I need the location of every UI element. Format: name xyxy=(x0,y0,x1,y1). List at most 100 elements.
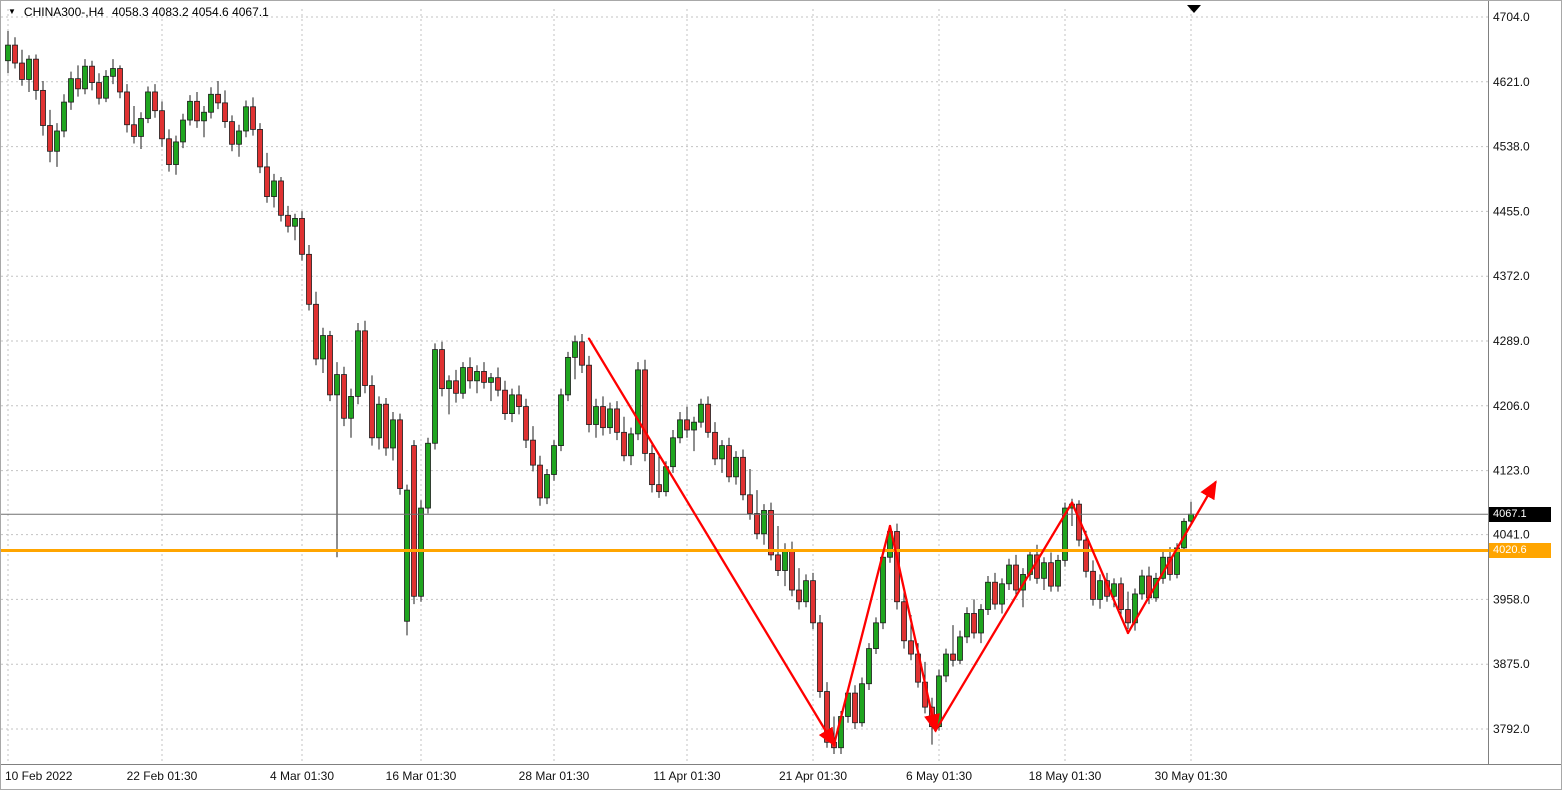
time-axis-label: 18 May 01:30 xyxy=(1029,769,1102,783)
candle-body xyxy=(866,648,872,685)
candle-body xyxy=(236,130,242,145)
current-price-badge: 4067.1 xyxy=(1489,507,1551,522)
time-axis-label: 22 Feb 01:30 xyxy=(127,769,198,783)
price-axis-label: 4455.0 xyxy=(1493,204,1530,218)
candle-body xyxy=(495,377,501,391)
candle-body xyxy=(1111,583,1117,597)
candle-body xyxy=(523,406,529,441)
trend-arrow-segment[interactable] xyxy=(1070,501,1130,635)
candle-body xyxy=(908,640,914,655)
candle-body xyxy=(376,403,382,439)
candle-body xyxy=(971,613,977,634)
candle-body xyxy=(327,335,333,396)
candle-body xyxy=(26,58,32,80)
candle-body xyxy=(726,445,732,478)
candle-body xyxy=(383,403,389,449)
candle-body xyxy=(40,89,46,126)
candle-body xyxy=(348,396,354,419)
price-axis-label: 4704.0 xyxy=(1493,10,1530,24)
candle-body xyxy=(145,91,151,119)
candle-body xyxy=(719,445,725,460)
candle-body xyxy=(75,78,81,90)
candle-body xyxy=(1041,562,1047,579)
candle-body xyxy=(194,100,200,122)
candle-body xyxy=(803,580,809,603)
candle-body xyxy=(432,349,438,444)
candle-body xyxy=(306,253,312,305)
candle-body xyxy=(453,380,459,394)
candle-body xyxy=(47,125,53,152)
price-axis-label: 4123.0 xyxy=(1493,464,1530,478)
trend-arrow-segment[interactable] xyxy=(587,337,836,747)
candle-body xyxy=(887,531,893,558)
candle-body xyxy=(1139,575,1145,595)
candle-body xyxy=(733,456,739,478)
candle-body xyxy=(593,406,599,425)
candle-body xyxy=(474,371,480,382)
candle-body xyxy=(173,141,179,165)
candle-body xyxy=(754,513,760,535)
candle-body xyxy=(502,389,508,414)
candle-body xyxy=(131,124,137,137)
candle-body xyxy=(103,75,109,99)
candle-body xyxy=(138,118,144,137)
time-axis-label: 10 Feb 2022 xyxy=(5,769,73,783)
candle-body xyxy=(607,408,613,429)
candle-body xyxy=(978,609,984,634)
candle-body xyxy=(999,583,1005,605)
candle-body xyxy=(1055,559,1061,587)
candle-body xyxy=(411,445,417,597)
candle-body xyxy=(5,44,11,62)
candle-body xyxy=(1090,570,1096,600)
candle-body xyxy=(404,489,410,622)
candle-body xyxy=(642,369,648,454)
candle-body xyxy=(516,394,522,407)
candle-body xyxy=(61,101,67,132)
candle-body xyxy=(208,93,214,113)
candle-body xyxy=(551,445,557,475)
candle-body xyxy=(1048,562,1054,587)
candle-body xyxy=(691,421,697,431)
chart-shift-marker-icon[interactable] xyxy=(1187,5,1201,13)
candle-body xyxy=(635,369,641,435)
time-axis-label: 30 May 01:30 xyxy=(1155,769,1228,783)
candle-body xyxy=(292,218,298,227)
trend-arrow-segment[interactable] xyxy=(934,501,1074,732)
price-axis-label: 4621.0 xyxy=(1493,75,1530,89)
candle-body xyxy=(950,653,956,661)
candle-body xyxy=(278,180,284,216)
candle-body xyxy=(572,341,578,358)
candle-body xyxy=(775,554,781,571)
candle-body xyxy=(1118,583,1124,610)
candle-body xyxy=(880,556,886,624)
candle-body xyxy=(369,385,375,439)
candle-body xyxy=(964,613,970,638)
candle-body xyxy=(397,419,403,489)
candle-body xyxy=(117,68,123,93)
candle-body xyxy=(656,484,662,493)
candle-body xyxy=(229,121,235,145)
candle-body xyxy=(544,474,550,499)
candle-body xyxy=(425,442,431,509)
candle-body xyxy=(600,406,606,429)
candle-body xyxy=(1013,564,1019,591)
candle-body xyxy=(628,433,634,457)
candle-body xyxy=(677,419,683,439)
candle-body xyxy=(68,78,74,103)
trend-arrow-segment[interactable] xyxy=(888,524,940,733)
candle-body xyxy=(313,303,319,360)
trend-arrow-segment[interactable] xyxy=(1126,480,1217,635)
candle-body xyxy=(957,636,963,661)
candle-body xyxy=(320,335,326,360)
candle-body xyxy=(1062,507,1068,561)
candle-body xyxy=(530,439,536,466)
candle-body xyxy=(89,65,95,83)
candle-body xyxy=(166,138,172,165)
candle-body xyxy=(187,100,193,121)
candle-body xyxy=(481,371,487,383)
candle-body xyxy=(201,111,207,122)
trend-arrow-segment[interactable] xyxy=(832,524,892,746)
candle-body xyxy=(705,403,711,433)
